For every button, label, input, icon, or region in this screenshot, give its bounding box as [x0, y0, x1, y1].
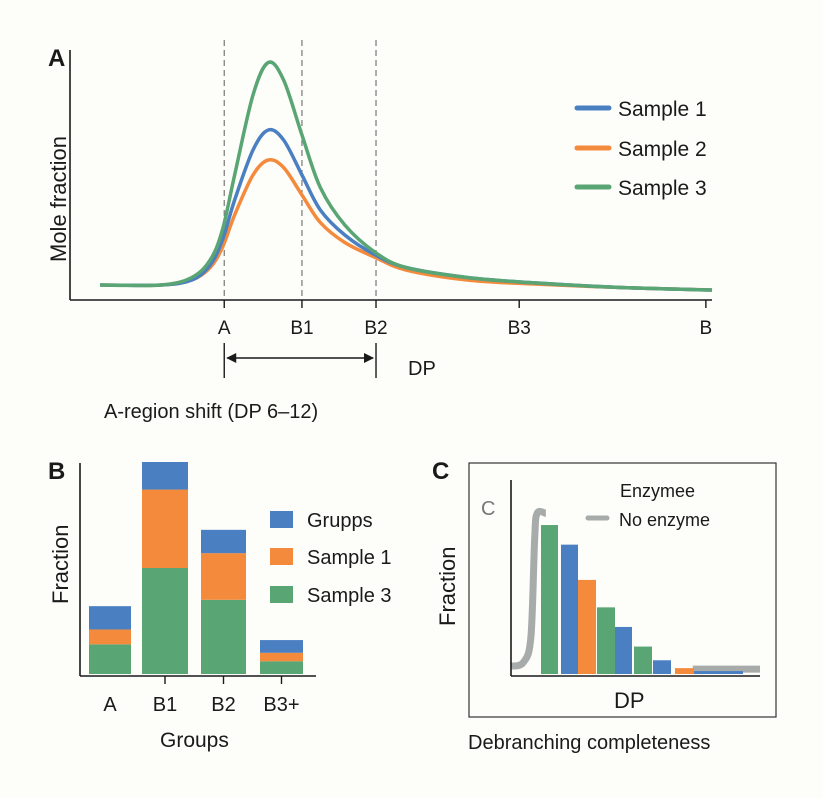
bar-segment-A-sample-1 — [89, 629, 131, 645]
legend-swatch-sample-1 — [270, 548, 293, 565]
legend-label-sample-3: Sample 3 — [307, 585, 392, 607]
panel-c-legend: Enzymee No enzyme — [585, 481, 710, 530]
bar-7 — [653, 660, 671, 674]
bar-segment-B2-sample-3 — [201, 599, 246, 674]
panel-b: B Fraction Groups A B1 B2 B3+ Grupps Sample… — [48, 458, 392, 752]
legend-swatch-grupps — [270, 511, 293, 528]
panel-c: C Fraction DP Debranching completeness C… — [432, 458, 777, 754]
x-tick-label: B1 — [290, 318, 313, 339]
series-line-sample-3 — [99, 60, 713, 292]
bar-segment-A-grupps — [89, 606, 131, 630]
x-tick-label: A — [103, 694, 117, 716]
x-tick-label: B3 — [508, 318, 531, 339]
bar-segment-B1-grupps — [142, 462, 188, 490]
panel-c-xlabel: DP — [614, 688, 645, 713]
bar-segment-B3+-grupps — [260, 640, 303, 653]
bar-4 — [597, 607, 615, 674]
panel-a: A Mole fraction DP A-region shift (DP 6–… — [46, 40, 712, 423]
bar-segment-B3+-sample-1 — [260, 652, 303, 662]
bar-2 — [561, 544, 578, 674]
legend-label-sample-1: Sample 1 — [307, 547, 392, 569]
x-tick-label: B — [700, 318, 713, 339]
legend-label-enzymee: Enzymee — [620, 481, 695, 501]
panel-c-inset-letter: C — [481, 498, 495, 520]
legend-label-sample-1: Sample 1 — [618, 98, 707, 121]
legend-swatch-sample-3 — [270, 586, 293, 603]
no-enzyme-line — [509, 507, 547, 670]
panel-c-frame — [468, 462, 777, 718]
panel-b-xlabel: Groups — [160, 729, 229, 752]
bar-5 — [615, 626, 632, 674]
bar-3 — [578, 579, 596, 674]
legend-label-grupps: Grupps — [307, 510, 373, 532]
bar-segment-B2-grupps — [201, 529, 246, 554]
legend-label-no-enzyme: No enzyme — [619, 510, 710, 530]
x-tick-label: B1 — [153, 694, 177, 716]
bar-1 — [541, 525, 558, 674]
bar-segment-B1-sample-1 — [142, 489, 188, 568]
panel-b-letter: B — [48, 458, 65, 485]
panel-c-caption: Debranching completeness — [468, 732, 710, 754]
panel-c-letter: C — [432, 458, 449, 485]
panel-a-legend: Sample 1 Sample 2 Sample 3 — [574, 98, 707, 200]
bar-8 — [675, 668, 694, 674]
panel-b-legend: Grupps Sample 1 Sample 3 — [270, 510, 392, 607]
bar-segment-B3+-sample-3 — [260, 661, 303, 674]
panel-b-ylabel: Fraction — [48, 525, 73, 604]
x-tick-label: B2 — [211, 694, 235, 716]
panel-a-annotation: A-region shift (DP 6–12) — [104, 401, 318, 423]
bar-segment-A-sample-3 — [89, 644, 131, 674]
legend-label-sample-3: Sample 3 — [618, 177, 707, 200]
panel-a-xlabel: DP — [408, 358, 436, 380]
bar-segment-B2-sample-1 — [201, 553, 246, 600]
bar-segment-B1-sample-3 — [142, 568, 188, 674]
bar-9 — [694, 671, 743, 674]
panel-a-ylabel: Mole fraction — [46, 136, 71, 262]
legend-label-sample-2: Sample 2 — [618, 138, 707, 161]
x-tick-label: B3+ — [263, 694, 299, 716]
bar-6 — [634, 646, 652, 674]
x-tick-label: B2 — [364, 318, 387, 339]
panel-c-ylabel: Fraction — [435, 547, 460, 626]
panel-a-letter: A — [48, 45, 65, 72]
x-tick-label: A — [218, 318, 231, 339]
